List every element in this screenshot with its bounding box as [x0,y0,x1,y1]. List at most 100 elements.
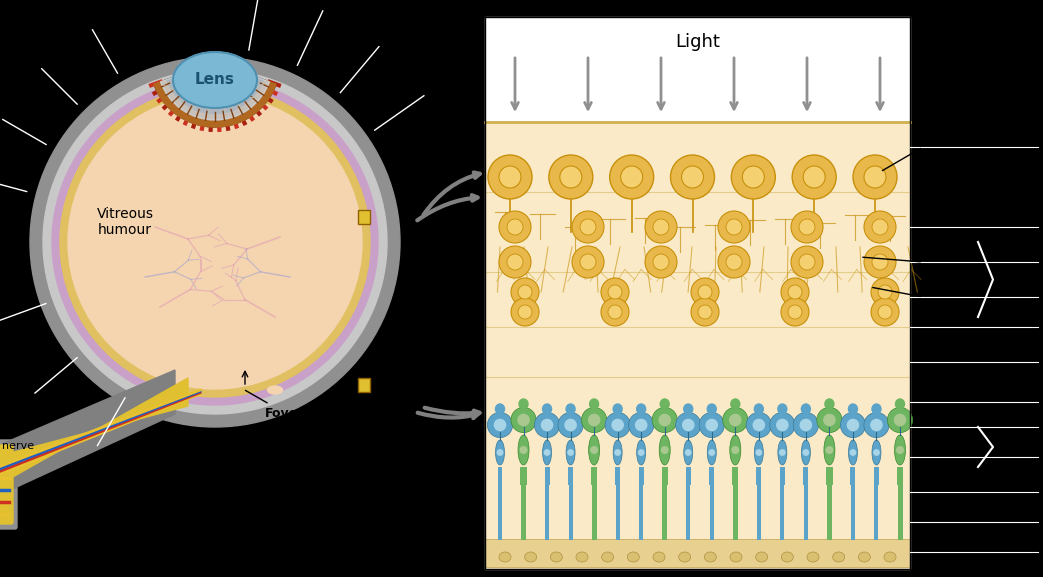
Bar [485,122,909,569]
Circle shape [608,285,622,299]
Circle shape [499,166,522,188]
Circle shape [612,419,624,430]
Circle shape [709,450,714,455]
Ellipse shape [754,440,763,465]
Circle shape [60,87,370,397]
Circle shape [549,155,592,199]
Ellipse shape [613,440,622,465]
Ellipse shape [756,552,768,562]
Circle shape [507,254,523,270]
Circle shape [558,413,583,437]
Bar [358,210,370,224]
Ellipse shape [519,399,528,409]
Bar [615,485,620,540]
Circle shape [723,407,748,433]
Ellipse shape [267,386,283,394]
Circle shape [850,450,855,455]
Ellipse shape [730,552,742,562]
Circle shape [872,254,888,270]
Bar [803,467,808,485]
Circle shape [871,278,899,306]
Text: Fovea: Fovea [245,391,307,420]
Circle shape [698,305,712,319]
Circle shape [799,254,815,270]
Circle shape [653,219,669,235]
Ellipse shape [679,552,690,562]
Circle shape [718,246,750,278]
Ellipse shape [499,552,511,562]
Circle shape [610,155,654,199]
Ellipse shape [824,435,834,465]
Circle shape [791,246,823,278]
Circle shape [511,298,539,326]
Circle shape [781,298,809,326]
Ellipse shape [525,552,537,562]
Ellipse shape [832,552,845,562]
Wedge shape [154,80,276,127]
Circle shape [507,219,523,235]
Bar [591,467,598,485]
Circle shape [871,298,899,326]
Circle shape [874,450,879,455]
Bar [757,485,760,540]
Bar [544,467,550,485]
Circle shape [864,166,886,188]
Circle shape [638,450,644,455]
Circle shape [68,95,362,389]
Circle shape [871,419,882,430]
Circle shape [799,219,815,235]
Circle shape [726,219,742,235]
Bar [874,467,879,485]
Bar [522,485,526,540]
Text: Retinal
blood vessels: Retinal blood vessels [27,484,135,549]
Circle shape [800,419,811,430]
Circle shape [653,254,669,270]
Circle shape [498,450,503,455]
Bar [639,485,644,540]
Bar [686,467,690,485]
Bar [826,467,832,485]
Circle shape [511,407,536,433]
Ellipse shape [801,404,810,414]
Circle shape [897,447,903,454]
Bar [780,467,784,485]
Circle shape [826,447,832,454]
Ellipse shape [896,399,904,409]
Circle shape [794,413,819,437]
Circle shape [652,407,677,433]
Ellipse shape [576,552,588,562]
Circle shape [615,450,621,455]
Bar [498,467,503,485]
Bar [780,485,784,540]
Circle shape [580,254,596,270]
Ellipse shape [495,404,505,414]
Circle shape [635,419,647,430]
Ellipse shape [173,52,257,108]
Bar [804,485,808,540]
Text: Lens: Lens [195,73,235,88]
Ellipse shape [627,552,639,562]
Circle shape [853,155,897,199]
Circle shape [793,155,836,199]
FancyBboxPatch shape [0,440,17,529]
Circle shape [685,450,690,455]
Circle shape [872,219,888,235]
Circle shape [567,450,574,455]
Ellipse shape [659,435,671,465]
Bar [874,485,878,540]
Circle shape [864,211,896,243]
Ellipse shape [566,440,575,465]
Ellipse shape [589,399,599,409]
Circle shape [841,413,866,437]
Circle shape [753,419,765,430]
Circle shape [645,246,677,278]
Circle shape [698,285,712,299]
Bar [615,467,621,485]
Ellipse shape [781,552,794,562]
Bar [850,467,855,485]
Circle shape [878,285,892,299]
Bar [897,485,902,540]
Circle shape [499,211,531,243]
Circle shape [803,166,825,188]
Circle shape [534,413,560,437]
